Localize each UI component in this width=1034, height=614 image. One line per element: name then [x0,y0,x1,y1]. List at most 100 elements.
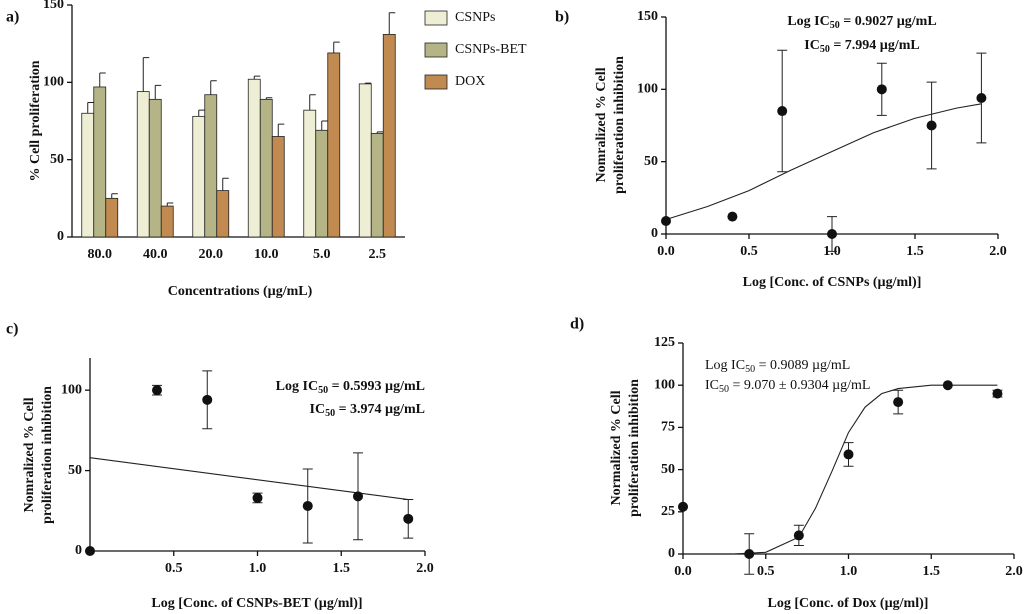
y-axis-label: proliferation inhibition [627,379,642,517]
y-axis-label: proliferation inhibition [612,56,627,194]
y-tick-label: 50 [50,152,64,167]
point [85,546,95,556]
y-tick-label: 100 [61,382,82,397]
error-bar [154,84,162,100]
annotation-text: = 3.974 µg/mL [335,402,425,417]
x-tick-label: 2.0 [1005,564,1023,579]
x-axis-label: Log [Conc. of CSNPs-BET (µg/ml)] [151,596,362,611]
bar [160,205,174,238]
bar [192,115,206,238]
error-bar [309,94,316,111]
annotation: Log IC50 = 0.5993 µg/mL [276,379,425,396]
legend-swatch [424,74,448,90]
point [942,380,953,391]
panel-label: c) [6,321,18,338]
annotation-text: Log IC [705,358,745,373]
legend-label: DOX [455,74,485,89]
legend-label: CSNPs-BET [455,42,527,57]
y-tick-label: 50 [68,463,82,478]
annotation-subscript: 50 [745,364,755,375]
bar [327,52,341,238]
bar [247,78,261,238]
y-tick-label: 125 [654,335,675,350]
error-bar [142,57,150,92]
x-tick-label: 40.0 [143,247,168,262]
annotation-text: Log IC [787,14,829,29]
y-tick-label: 25 [661,504,675,519]
error-bar [210,80,217,95]
bar [259,98,273,238]
error-bar [87,101,94,114]
bar [81,112,95,238]
fit-curve [665,103,982,221]
y-tick-label: 100 [654,377,675,392]
x-tick-label: 0.5 [740,244,758,259]
x-tick-label: 5.0 [313,247,331,262]
error-bar [222,177,229,191]
bar [315,129,329,238]
error-bar [253,75,261,80]
y-tick-label: 75 [661,420,675,435]
bar [358,83,372,238]
panel-label: b) [555,9,569,26]
y-axis-label: Normalized % Cell [609,390,624,505]
x-tick-label: 2.0 [989,244,1007,259]
y-axis-label: % Cell proliferation [28,60,43,181]
x-tick-label: 20.0 [199,247,224,262]
annotation-subscript: 50 [830,20,840,31]
x-axis-label: Log [Conc. of CSNPs (µg/ml)] [743,275,922,290]
x-tick-label: 0.0 [657,244,675,259]
y-tick-label: 0 [668,546,675,561]
annotation-text: = 7.994 µg/mL [830,38,920,53]
legend-swatch [424,10,448,26]
error-bar [198,109,205,117]
y-tick-label: 150 [43,0,64,12]
point [876,84,887,95]
y-tick-label: 150 [637,9,658,24]
bar [93,86,107,238]
y-tick-label: 0 [75,543,82,558]
point [152,385,162,396]
bar [204,94,218,238]
x-tick-label: 1.5 [906,244,924,259]
bar [148,98,162,238]
point [992,388,1003,399]
error-bar [99,72,106,87]
annotation-text: = 9.070 ± 0.9304 µg/mL [729,378,870,393]
y-tick-label: 100 [43,75,64,90]
error-bar [364,82,372,84]
point [678,501,688,512]
x-tick-label: 10.0 [254,247,279,262]
error-bar [111,193,118,199]
bar [370,132,384,238]
annotation: Log IC50 = 0.9089 µg/mL [705,358,850,375]
panel: b) Log [Conc. of CSNPs (µg/ml)] Nomralized… [555,9,1007,291]
panel-label: a) [6,9,19,26]
annotation: IC50 = 3.974 µg/mL [310,402,426,419]
error-bar [166,202,174,207]
annotation-subscript: 50 [820,44,830,55]
x-axis-label: Log [Conc. of Dox (µg/ml)] [768,596,929,611]
y-tick-label: 0 [651,226,658,241]
x-tick-label: 1.0 [840,564,858,579]
y-axis-label: proliferation inhibition [40,386,55,524]
point [744,549,755,559]
point [302,500,313,511]
error-bar [265,97,273,100]
legend-swatch [424,42,448,58]
annotation-text: = 0.9027 µg/mL [840,14,937,29]
point [793,530,804,541]
panel: c) Log [Conc. of CSNPs-BET (µg/ml)] Nomral… [6,321,434,612]
bar [216,190,230,238]
point [976,93,987,104]
x-tick-label: 0.5 [757,564,775,579]
y-tick-label: 0 [57,229,64,244]
annotation-text: = 0.5993 µg/mL [328,379,425,394]
bar [105,197,119,238]
point [926,120,937,131]
point [827,229,837,239]
point [777,106,788,117]
point [202,394,213,405]
x-tick-label: 2.5 [369,247,387,262]
